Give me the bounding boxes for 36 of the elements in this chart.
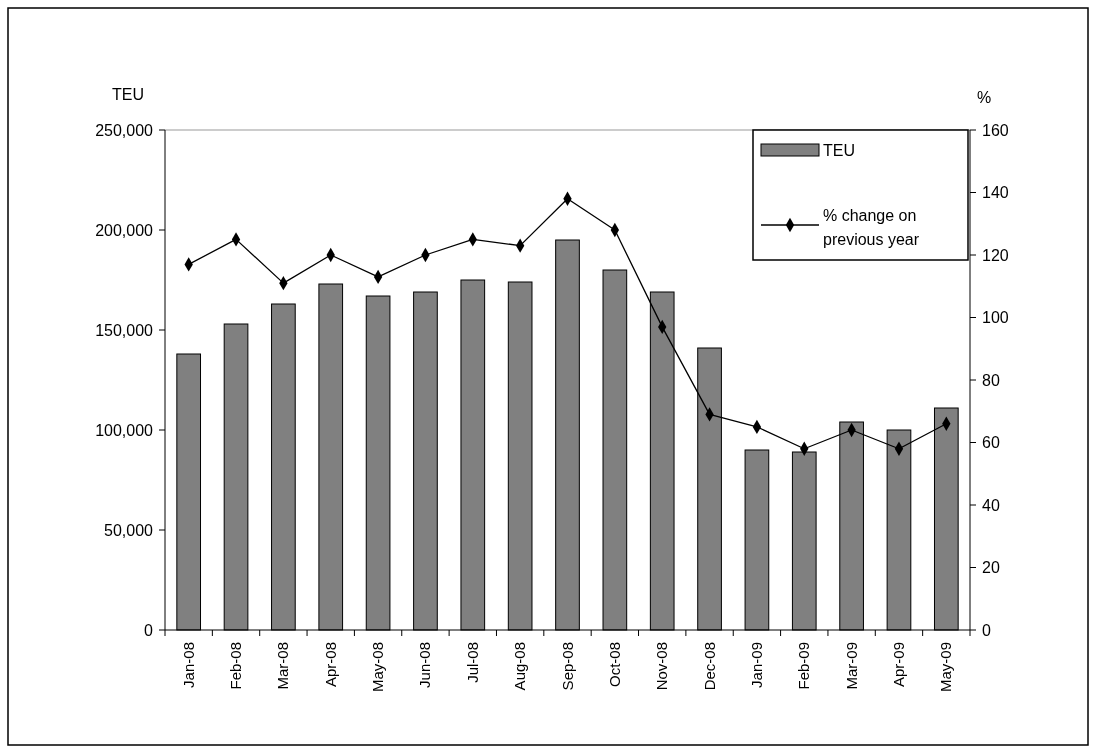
- x-tick-label: Nov-08: [653, 642, 671, 691]
- x-tick-label: Mar-08: [274, 642, 292, 690]
- x-tick-label: Jan-08: [179, 642, 197, 688]
- x-tick-label: Sep-08: [558, 642, 576, 691]
- y2-tick-label: 20: [982, 559, 1000, 577]
- x-tick-label: May-08: [369, 642, 387, 693]
- y-axis-title: TEU: [112, 86, 144, 103]
- y-tick-label: 50,000: [104, 521, 154, 539]
- legend-label: TEU: [823, 141, 855, 159]
- x-tick-label: Dec-08: [700, 642, 718, 691]
- y-tick-label: 200,000: [95, 221, 154, 239]
- x-tick-label: Jan-09: [747, 642, 765, 688]
- x-tick-label: Jun-08: [416, 642, 434, 688]
- x-tick-label: Feb-09: [795, 642, 813, 690]
- x-tick-label: Feb-08: [227, 642, 245, 690]
- y2-axis-title: %: [977, 89, 992, 106]
- y2-tick-label: 0: [982, 621, 991, 639]
- x-tick-label: Apr-08: [321, 642, 339, 688]
- y-tick-label: 0: [144, 621, 154, 639]
- y2-tick-label: 100: [982, 309, 1009, 327]
- legend-label: % change on previous year: [823, 206, 920, 248]
- y2-tick-label: 80: [982, 371, 1000, 389]
- x-tick-label: Jul-08: [463, 642, 481, 683]
- y2-tick-label: 120: [982, 246, 1009, 264]
- y2-tick-label: 140: [982, 184, 1009, 202]
- x-tick-label: Apr-09: [889, 642, 907, 688]
- y2-tick-label: 60: [982, 434, 1000, 452]
- y-tick-label: 100,000: [95, 421, 154, 439]
- x-tick-label: Aug-08: [511, 642, 529, 691]
- x-tick-label: Oct-08: [605, 642, 623, 688]
- y-tick-label: 250,000: [95, 121, 154, 139]
- y2-tick-label: 40: [982, 496, 1000, 514]
- y-tick-label: 150,000: [95, 321, 154, 339]
- x-tick-label: Mar-09: [842, 642, 860, 690]
- x-tick-label: May-09: [937, 642, 955, 693]
- y2-tick-label: 160: [982, 121, 1009, 139]
